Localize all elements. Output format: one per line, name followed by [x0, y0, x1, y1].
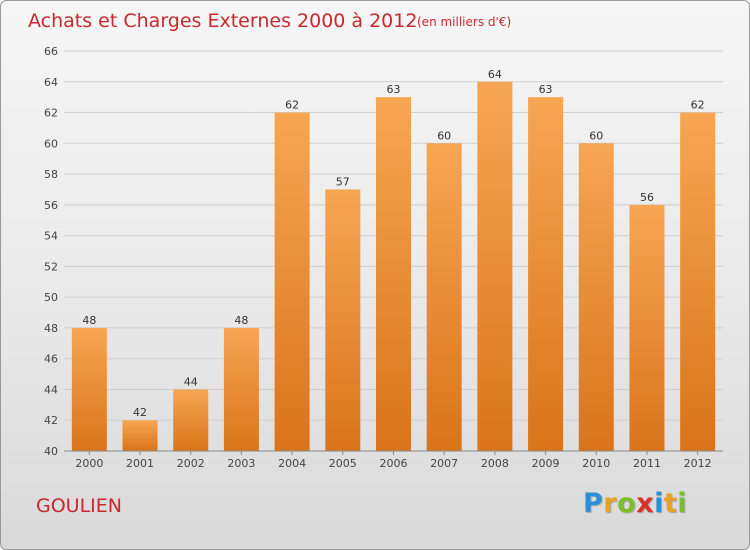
- value-label: 64: [488, 68, 502, 81]
- y-tick-label: 40: [44, 445, 58, 458]
- bar-2002: [173, 389, 209, 451]
- chart-unit-label: (en milliers d'€): [417, 15, 511, 29]
- y-tick-label: 66: [44, 45, 58, 58]
- x-tick-label: 2001: [126, 457, 154, 470]
- y-tick-label: 54: [44, 230, 58, 243]
- value-label: 62: [691, 99, 705, 112]
- bar-2006: [376, 97, 411, 452]
- bar-2007: [426, 143, 462, 452]
- logo-letter: o: [617, 488, 637, 519]
- logo-letter: i: [677, 488, 688, 519]
- y-tick-label: 58: [44, 168, 58, 181]
- y-tick-label: 64: [44, 76, 58, 89]
- value-labels: 48 42 44 48 62 57 63 60 64 63 60 56 62: [82, 68, 704, 419]
- x-tick-label: 2011: [633, 457, 661, 470]
- logo-letter: r: [603, 488, 618, 519]
- x-tick-label: 2003: [227, 457, 255, 470]
- x-axis-ticks: 2000 2001 2002 2003 2004 2005 2006 2007 2008 2009…: [75, 451, 712, 470]
- x-tick-label: 2004: [278, 457, 306, 470]
- commune-name: GOULIEN: [36, 495, 122, 517]
- x-tick-label: 2007: [430, 457, 458, 470]
- bar-2004: [274, 112, 310, 452]
- value-label: 63: [539, 83, 553, 96]
- y-tick-label: 60: [44, 137, 58, 150]
- value-label: 60: [437, 129, 451, 142]
- bar-2003: [223, 327, 259, 451]
- y-tick-label: 62: [44, 107, 58, 120]
- value-label: 56: [640, 191, 654, 204]
- value-label: 42: [133, 406, 147, 419]
- y-tick-label: 42: [44, 414, 58, 427]
- value-label: 60: [589, 129, 603, 142]
- bar-2009: [528, 97, 564, 452]
- value-label: 44: [184, 375, 198, 388]
- logo-letter: x: [636, 488, 655, 519]
- y-tick-label: 56: [44, 199, 58, 212]
- x-tick-label: 2010: [582, 457, 610, 470]
- bar-2001: [122, 420, 158, 451]
- x-tick-label: 2008: [481, 457, 509, 470]
- bar-2008: [477, 81, 513, 452]
- x-tick-label: 2005: [329, 457, 357, 470]
- proxiti-logo: Proxiti: [583, 488, 687, 519]
- bar-2010: [578, 143, 614, 452]
- logo-letter: t: [663, 488, 678, 519]
- value-label: 62: [285, 99, 299, 112]
- bar-2000: [71, 327, 107, 451]
- value-label: 48: [82, 314, 96, 327]
- chart-title: Achats et Charges Externes 2000 à 2012: [28, 10, 417, 32]
- y-axis-ticks: 40 42 44 46 48 50 52 54 56 58 60 62 64 66: [44, 45, 58, 458]
- y-tick-label: 48: [44, 322, 58, 335]
- value-label: 63: [387, 83, 401, 96]
- x-tick-label: 2009: [532, 457, 560, 470]
- x-tick-label: 2006: [380, 457, 408, 470]
- y-tick-label: 44: [44, 383, 58, 396]
- x-tick-label: 2000: [75, 457, 103, 470]
- x-tick-label: 2012: [684, 457, 712, 470]
- y-tick-label: 52: [44, 260, 58, 273]
- bar-2005: [325, 189, 361, 451]
- bar-2012: [680, 112, 716, 452]
- bars: [71, 81, 716, 452]
- logo-letter: i: [654, 488, 664, 519]
- y-tick-label: 46: [44, 353, 58, 366]
- value-label: 57: [336, 175, 350, 188]
- bar-2011: [629, 204, 665, 451]
- y-tick-label: 50: [44, 291, 58, 304]
- logo-letter: P: [583, 488, 604, 519]
- value-label: 48: [234, 314, 248, 327]
- x-tick-label: 2002: [177, 457, 205, 470]
